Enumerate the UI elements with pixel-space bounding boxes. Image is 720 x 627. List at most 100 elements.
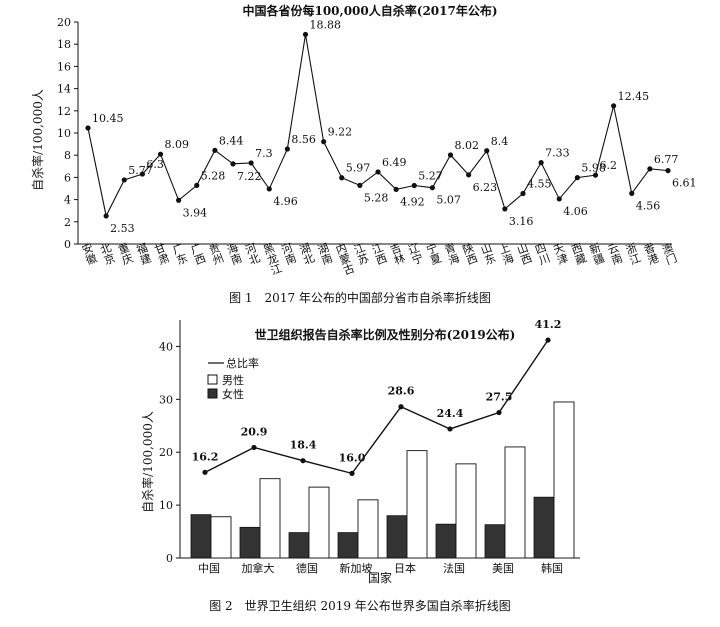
chart2-bar-female [190,514,212,559]
chart1-data-label: 8.09 [165,138,190,151]
chart1-series-line [87,34,669,218]
chart1-data-point [484,148,490,154]
chart2-total-point [398,404,404,410]
chart1-data-point [466,172,472,178]
chart1-data-label: 12.45 [618,90,650,103]
chart1-x-tick-label: 湖南 [316,241,335,267]
chart1-data-point [284,146,290,152]
chart2-total-label: 20.9 [241,425,268,438]
chart1-x-tick-label: 福建 [134,240,153,267]
chart1-data-point [230,161,236,167]
chart1-data-point [248,160,254,166]
chart2-total-point [447,426,453,432]
chart1-data-point [592,172,599,178]
chart1-x-tick-label: 河北 [243,241,262,267]
chart2-bar-male [308,486,330,559]
chart2-bar-female [435,523,457,559]
chart1-data-point [447,152,454,158]
chart1-y-tick-label: 10 [57,127,71,140]
chart1-data-label: 3.16 [509,215,534,228]
chart1-x-tick-label: 上海 [497,241,516,267]
chart1-data-point [302,31,309,38]
chart1-x-tick-label: 内蒙古 [334,240,357,278]
chart1-y-tick-label: 8 [64,149,71,162]
chart1-data-point [502,206,508,212]
chart1-x-tick-label: 贵州 [207,241,226,267]
chart1-x-tick-label: 宁夏 [424,240,443,267]
chart2-total-label: 16.0 [339,451,366,464]
chart1-data-point [212,147,218,153]
chart1-x-tick-label: 浙江 [624,241,643,267]
chart2-total-point [545,337,551,343]
legend-label-male: 男性 [222,373,244,387]
chart1-data-label: 5.28 [201,169,226,182]
chart1-svg: 中国各省份每100,000人自杀率(2017年公布) 自杀率/100,000人 … [30,3,697,278]
chart1-data-point [121,177,127,183]
chart1-data-label: 6.2 [600,159,618,172]
chart2-total-label: 28.6 [388,385,415,398]
chart1-data-label: 6.61 [672,177,697,190]
chart1-x-tick-label: 山东 [479,241,498,267]
chart1-x-tick-label: 江苏 [352,241,371,267]
chart2-y-axis-label: 自杀率/100,000人 [140,411,155,513]
chart1-data-point [357,182,363,188]
chart1-data-point [339,175,345,181]
chart2-y-tick-label: 20 [159,446,173,459]
chart1-data-label: 8.4 [491,135,509,148]
chart1-data-label: 5.98 [581,162,606,175]
chart1-data-label: 8.02 [455,139,480,152]
chart1-x-tick-label: 澳门 [660,241,679,267]
chart1-x-tick-label: 甘肃 [153,241,172,267]
chart1-data-label: 3.94 [183,206,208,219]
chart2-total-point [349,470,355,476]
chart1-data-label: 5.97 [346,162,371,175]
chart1-data-label: 7.22 [237,170,262,183]
chart1-data-label: 6.49 [382,156,407,169]
chart1-x-tick-label: 广东 [171,241,190,267]
chart1-data-label: 10.45 [92,112,124,125]
chart1-y-axis-label: 自杀率/100,000人 [30,89,45,191]
chart2-y-tick-label: 10 [159,499,173,512]
chart2-bar-male [455,463,477,559]
chart1-x-tick-label: 广西 [189,241,208,267]
chart1-y-tick-label: 2 [64,216,71,229]
chart2-legend: 总比率 男性 女性 [207,356,259,401]
chart1-x-tick-label: 山西 [515,241,534,267]
chart2-bar-female [337,532,359,559]
chart2-y-tick-label: 30 [159,393,173,406]
chart1-x-tick-label: 江西 [370,241,389,267]
chart1-y-tick-label: 4 [64,194,71,207]
chart1-y-tick-label: 16 [57,60,71,73]
chart1-data-label: 6.23 [473,181,498,194]
chart1-x-tick-label: 北京 [98,241,117,267]
chart1-x-tick-label: 西藏 [570,241,589,267]
chart2-x-tick-label: 德国 [296,561,318,575]
chart1-y-tick-label: 12 [57,105,71,118]
chart2-bar-female [288,532,310,559]
chart1-data-point [574,175,580,181]
legend-label-total: 总比率 [226,356,259,370]
chart2-bar-male [406,450,428,559]
chart2-bar-female [386,515,408,559]
chart1-data-label: 4.55 [527,177,552,190]
chart1-data-label: 5.77 [128,164,153,177]
chart2-bar-female [239,526,261,559]
chart1-data-point [393,186,399,192]
chart1-y-tick-label: 0 [64,238,71,251]
figure2-caption: 图 2 世界卫生组织 2019 年公布世界多国自杀率折线图 [209,599,511,613]
chart1-data-point [411,182,417,189]
chart2-svg: 世卫组织报告自杀率比例及性别分布(2019公布) 自杀率/100,000人 国家… [140,318,580,585]
chart1-y-tick-label: 20 [57,16,71,29]
chart1-data-point [176,197,182,203]
chart2-bar-male [553,401,575,559]
chart1-data-point [647,166,653,172]
chart2-bar-female [484,524,506,559]
chart2-bar-female [533,496,555,559]
chart2-bar-male [357,499,379,559]
chart1-x-tick-label: 湖北 [298,241,317,267]
chart1-data-label: 8.56 [291,133,316,146]
chart1-x-tick-label: 陕西 [461,240,480,267]
legend-swatch-female [207,388,218,399]
chart1-data-point [611,103,617,109]
chart2-total-point [300,458,306,464]
